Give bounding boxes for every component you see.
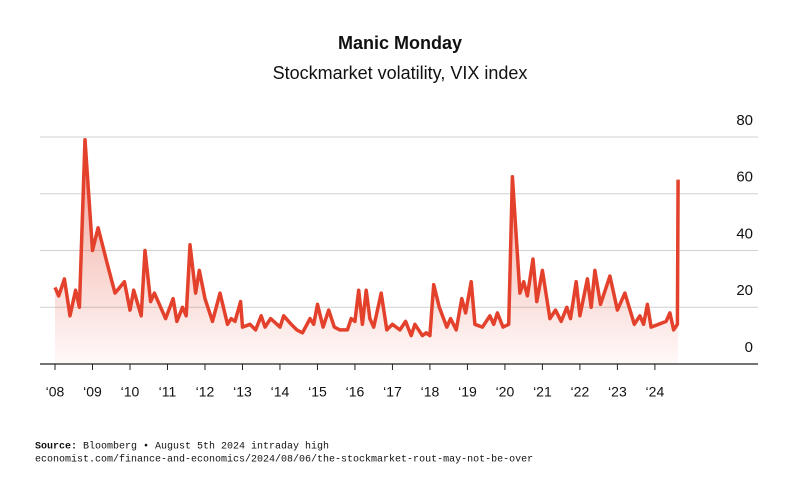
url: economist.com/finance-and-economics/2024… (35, 454, 533, 466)
x-tick-label: ‘21 (533, 384, 552, 400)
y-tick-label: 40 (736, 225, 753, 242)
x-tick-label: ‘24 (646, 384, 665, 400)
x-tick-label: ‘11 (159, 384, 177, 400)
x-tick-label: ‘08 (46, 384, 65, 400)
x-tick-label: ‘14 (271, 384, 290, 400)
chart-subtitle: Stockmarket volatility, VIX index (273, 63, 528, 83)
x-tick-label: ‘19 (458, 384, 477, 400)
y-tick-label: 0 (745, 339, 753, 356)
x-tick-label: ‘20 (496, 384, 515, 400)
y-tick-label: 60 (736, 169, 753, 186)
x-tick-label: ‘13 (233, 384, 252, 400)
area-fill (55, 139, 679, 364)
x-tick-label: ‘17 (383, 384, 402, 400)
chart-title: Manic Monday (338, 33, 462, 53)
x-tick-label: ‘09 (83, 384, 102, 400)
y-tick-label: 20 (736, 282, 753, 299)
x-tick-label: ‘22 (571, 384, 590, 400)
x-tick-label: ‘10 (121, 384, 140, 400)
x-tick-label: ‘15 (308, 384, 327, 400)
source-label: Source: (35, 442, 77, 453)
x-tick-label: ‘12 (196, 384, 215, 400)
x-tick-label: ‘18 (421, 384, 440, 400)
x-tick-label: ‘23 (608, 384, 627, 400)
line (53, 138, 680, 338)
y-tick-label: 80 (736, 112, 753, 129)
x-tick-label: ‘16 (346, 384, 365, 400)
source: Bloomberg • August 5th 2024 intraday hig… (83, 441, 329, 453)
